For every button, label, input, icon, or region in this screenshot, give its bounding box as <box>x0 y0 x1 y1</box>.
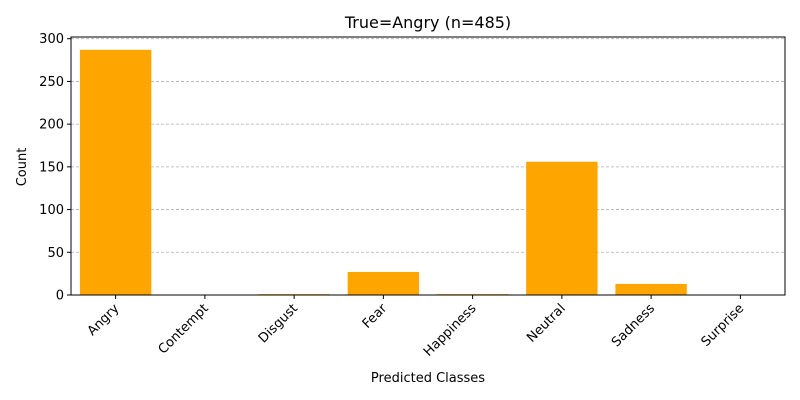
chart-title: True=Angry (n=485) <box>344 13 511 32</box>
x-tick-label-disgust: Disgust <box>256 301 301 346</box>
bar-angry <box>79 49 152 295</box>
y-tick-label: 250 <box>39 75 64 90</box>
y-axis-label: Count <box>15 148 30 187</box>
bars <box>79 49 687 295</box>
y-tick-label: 100 <box>39 203 64 218</box>
plot-frame <box>70 36 786 296</box>
y-tick-label: 300 <box>39 32 64 47</box>
y-tick-label: 200 <box>39 118 64 133</box>
x-tick-label-happiness: Happiness <box>421 301 480 360</box>
bar-neutral <box>526 161 598 295</box>
x-tick-label-sadness: Sadness <box>609 301 658 350</box>
x-tick-label-fear: Fear <box>360 301 391 332</box>
x-axis-label: Predicted Classes <box>371 371 485 386</box>
y-tick-label: 0 <box>56 289 64 304</box>
y-tick-label: 50 <box>47 246 64 261</box>
x-tick-label-neutral: Neutral <box>524 301 569 346</box>
x-axis-ticks: Angry Contempt Disgust Fear Happiness Neutral… <box>85 295 748 360</box>
y-gridlines <box>71 38 785 296</box>
y-tick-label: 150 <box>39 160 64 175</box>
y-axis-ticks: 0 50 100 150 200 250 300 <box>39 32 71 304</box>
bar-sadness <box>615 283 687 295</box>
x-tick-label-contempt: Contempt <box>156 301 212 357</box>
bar-fear <box>347 271 420 295</box>
x-tick-label-surprise: Surprise <box>699 301 748 350</box>
x-tick-label-angry: Angry <box>85 301 123 339</box>
